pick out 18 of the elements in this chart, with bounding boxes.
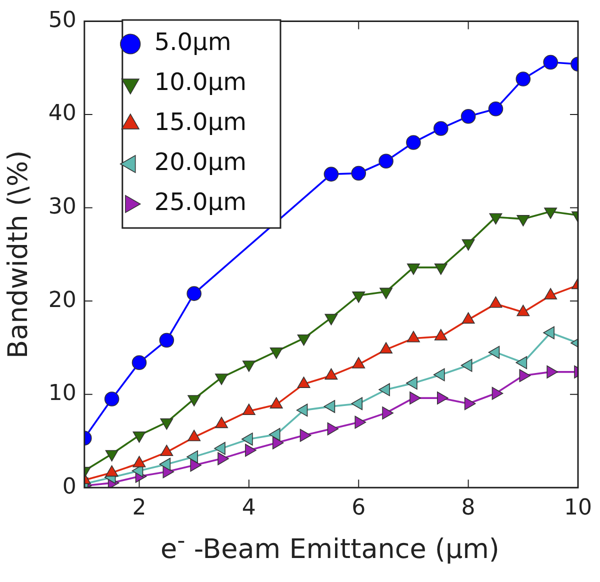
legend-label: 25.0μm	[154, 188, 246, 216]
legend-label: 15.0μm	[154, 108, 246, 136]
x-tick-label: 8	[461, 496, 476, 521]
x-tick-label: 2	[132, 496, 146, 521]
legend-label: 20.0μm	[154, 148, 246, 176]
x-tick-label: 10	[564, 496, 592, 521]
y-tick-label: 50	[48, 8, 76, 33]
legend-label: 10.0μm	[154, 68, 246, 96]
y-axis-title: Bandwidth (\%)	[3, 150, 34, 358]
y-tick-label: 30	[48, 194, 76, 220]
y-tick-label: 0	[62, 474, 76, 500]
legend-label: 5.0μm	[154, 28, 232, 56]
y-tick-label: 10	[48, 381, 76, 406]
y-tick-label: 20	[48, 288, 76, 313]
x-axis-title: e$^{-}$ -Beam Emittance (μm)	[160, 528, 500, 565]
x-tick-label: 6	[352, 496, 366, 521]
y-tick-label: 40	[48, 101, 76, 126]
x-tick-label: 4	[242, 496, 256, 521]
